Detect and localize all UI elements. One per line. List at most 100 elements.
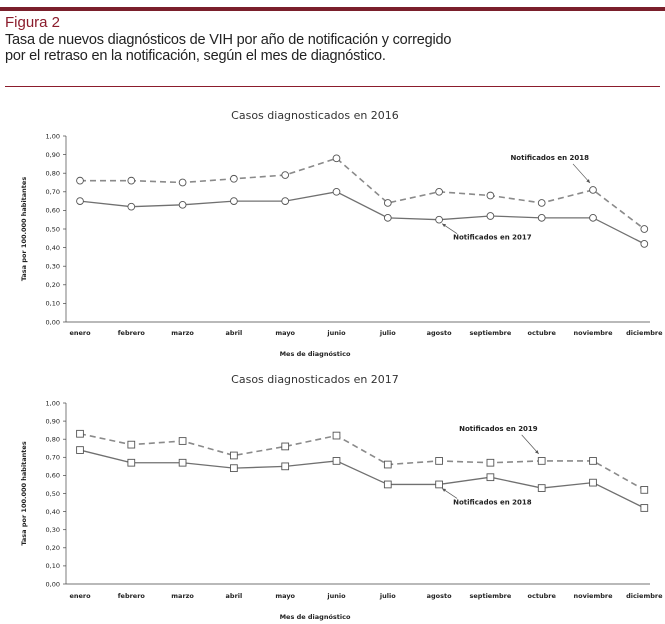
y-tick-label: 0,00 [46, 580, 60, 588]
y-tick-label: 0,30 [46, 263, 60, 271]
data-point [589, 478, 597, 487]
data-point [281, 462, 290, 471]
data-point [383, 460, 392, 469]
y-tick-label: 0,20 [46, 544, 60, 552]
figure-caption: Tasa de nuevos diagnósticos de VIH por a… [5, 32, 605, 64]
y-tick-label: 0,00 [46, 318, 60, 326]
data-point [76, 176, 84, 185]
x-tick-label: marzo [171, 329, 194, 337]
data-point [435, 215, 443, 224]
x-tick-label: octubre [528, 592, 557, 600]
data-point [435, 480, 443, 489]
x-tick-label: agosto [427, 329, 452, 337]
y-tick-label: 0,90 [46, 417, 60, 425]
data-point [640, 240, 649, 248]
x-axis-title: Mes de diagnóstico [280, 613, 351, 621]
data-point [178, 458, 187, 467]
data-point [435, 457, 443, 465]
series-line-solid [79, 191, 645, 245]
y-axis-title: Tasa por 100.000 habitantes [20, 441, 28, 545]
data-point [435, 187, 443, 196]
data-point [127, 176, 136, 185]
x-tick-label: agosto [427, 592, 452, 600]
annotation-label: Notificados en 2018 [453, 498, 532, 506]
x-tick-label: diciembre [626, 329, 663, 337]
y-tick-label: 0,60 [46, 472, 60, 480]
y-tick-label: 0,10 [46, 562, 60, 570]
data-point [230, 197, 238, 205]
data-point [178, 200, 187, 209]
data-point [76, 197, 84, 205]
top-rule [0, 7, 665, 11]
annotation-label: Notificados en 2018 [510, 154, 589, 162]
data-point [486, 473, 495, 482]
annotation-label: Notificados en 2017 [453, 234, 532, 242]
data-point [332, 431, 341, 440]
data-point [486, 458, 495, 467]
y-tick-label: 0,20 [46, 281, 60, 289]
data-point [127, 440, 136, 449]
x-axis-title: Mes de diagnóstico [280, 350, 351, 358]
y-axis-title: Tasa por 100.000 habitantes [20, 177, 28, 281]
caption-line-2: por el retraso en la notificación, según… [5, 48, 386, 64]
x-tick-label: junio [326, 329, 346, 337]
x-tick-label: mayo [275, 329, 295, 337]
x-tick-label: julio [379, 329, 396, 337]
data-point [76, 429, 84, 438]
data-point [178, 437, 187, 445]
x-tick-label: noviembre [573, 329, 613, 337]
data-point [332, 457, 341, 465]
chart-2016-svg: Casos diagnosticados en 2016 0,00 0,10 0,20… [20, 109, 663, 358]
y-tick-label: 0,10 [46, 300, 60, 308]
y-tick-label: 0,80 [46, 436, 60, 444]
data-point [76, 446, 84, 454]
annotation-arrowhead [442, 223, 447, 228]
data-point [486, 191, 495, 200]
x-tick-label: junio [326, 592, 346, 600]
x-tick-label: septiembre [470, 592, 512, 600]
y-tick-label: 0,70 [46, 188, 60, 196]
chart-title: Casos diagnosticados en 2016 [231, 109, 399, 122]
y-tick-label: 0,30 [46, 526, 60, 534]
data-point [127, 202, 136, 211]
x-tick-label: diciembre [626, 592, 663, 600]
annotation-label: Notificados en 2019 [459, 425, 538, 433]
x-tick-label: marzo [171, 592, 194, 600]
y-tick-label: 0,90 [46, 151, 60, 159]
x-tick-label: septiembre [470, 329, 512, 337]
y-tick-label: 1,00 [46, 132, 60, 140]
x-tick-label: abril [226, 592, 243, 600]
x-tick-label: noviembre [573, 592, 613, 600]
y-tick-label: 1,00 [46, 399, 60, 407]
x-tick-label: febrero [118, 329, 146, 337]
data-point [281, 197, 290, 205]
y-tick-label: 0,60 [46, 207, 60, 215]
data-point [383, 199, 392, 207]
series-line-dashed [79, 432, 645, 491]
annotation-leader [521, 434, 539, 455]
data-point [589, 457, 597, 465]
data-point [332, 187, 341, 196]
y-tick-label: 0,80 [46, 170, 60, 178]
annotation-arrowhead [535, 450, 539, 454]
x-tick-label: abril [226, 329, 243, 337]
data-point [281, 171, 290, 179]
data-point [640, 486, 649, 494]
data-point [332, 154, 341, 163]
annotation-arrowhead [442, 488, 447, 492]
data-point [383, 213, 392, 222]
x-tick-label: febrero [118, 592, 146, 600]
data-point [537, 199, 546, 207]
x-tick-label: julio [379, 592, 396, 600]
data-point [178, 178, 187, 187]
data-point [537, 484, 546, 492]
data-point [383, 480, 392, 489]
data-point [486, 212, 495, 220]
x-tick-label: enero [69, 329, 91, 337]
caption-line-1: Tasa de nuevos diagnósticos de VIH por a… [5, 32, 452, 48]
data-point [537, 213, 546, 222]
x-tick-label: enero [69, 592, 91, 600]
chart-title: Casos diagnosticados en 2017 [231, 373, 399, 386]
chart-2017: Casos diagnosticados en 2017 0,00 0,10 0,20… [10, 367, 663, 624]
data-point [127, 458, 136, 467]
